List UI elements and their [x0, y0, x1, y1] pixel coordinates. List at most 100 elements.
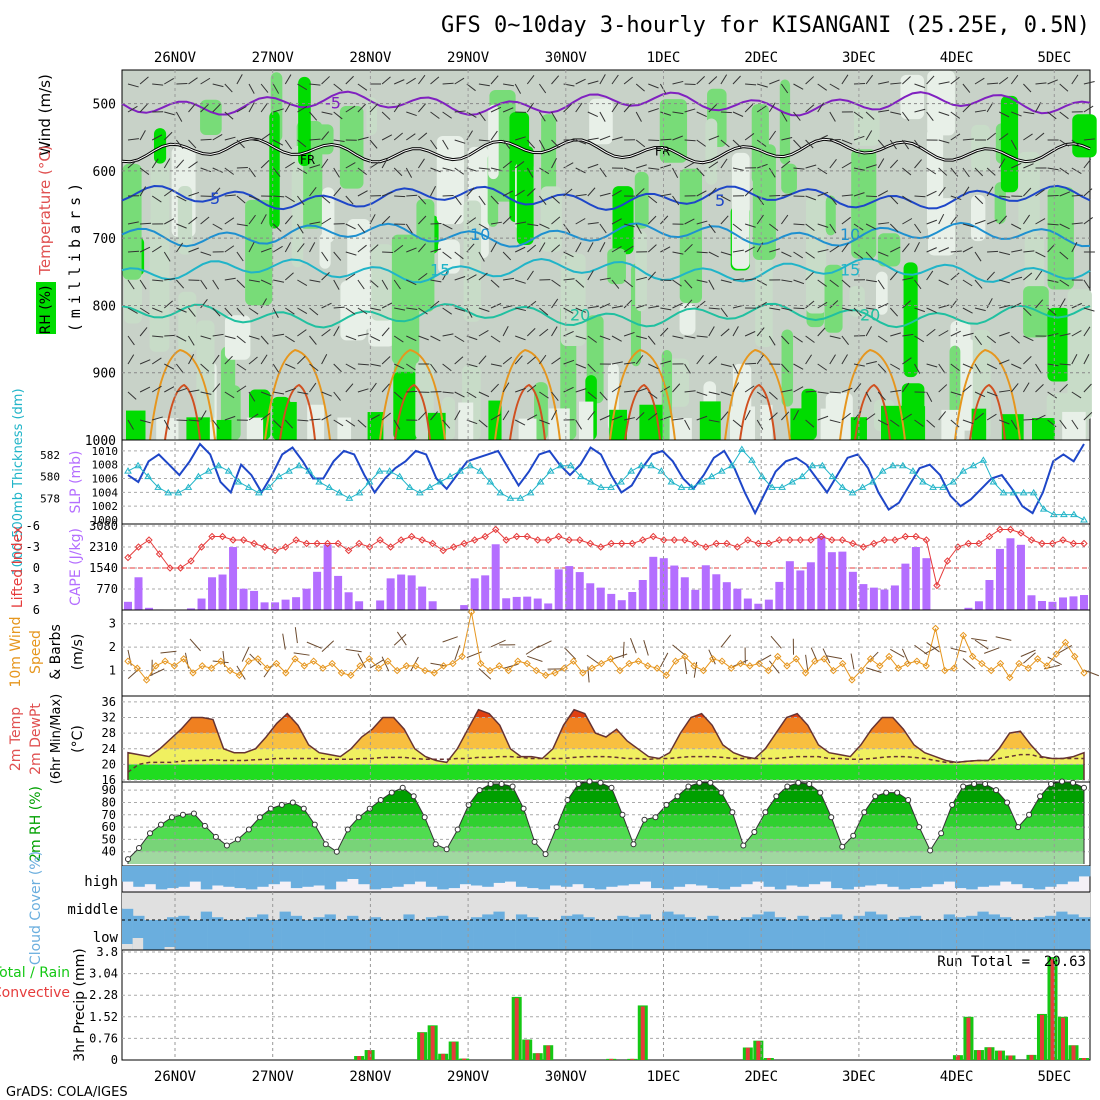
upper-wind-barb [188, 161, 198, 169]
cloud-high-bar [324, 866, 337, 890]
wind10m-point [514, 657, 522, 665]
upper-wind-barb [490, 195, 499, 205]
cloud-low-bar [270, 920, 282, 950]
rh-shade-cell [366, 97, 377, 135]
li-point [386, 543, 395, 551]
precip-convective-bar [514, 998, 519, 1060]
upper-wind-barb [768, 412, 778, 421]
upper-wind-barb [914, 108, 926, 113]
upper-wind-barb [660, 164, 672, 169]
upper-wind-barb [611, 335, 622, 342]
upper-wind-barb [200, 410, 207, 421]
rh2m-point [366, 805, 373, 812]
li-point [1080, 539, 1088, 548]
upper-wind-barb [478, 111, 486, 122]
cloud-low-bar [132, 938, 144, 950]
upper-wind-barb [986, 298, 993, 309]
cloud-low-bar [281, 920, 293, 950]
cloud-low-bar [994, 920, 1006, 950]
upper-wind-barb [1071, 222, 1083, 225]
upper-wind-barb [260, 354, 268, 365]
precip-tick-0.76: 0.76 [89, 1031, 118, 1045]
upper-wind-barb [503, 277, 515, 281]
upper-wind-barb [309, 382, 317, 393]
upper-wind-barb [502, 139, 511, 150]
cloud-high-bar [425, 866, 438, 887]
upper-wind-barb [865, 130, 873, 141]
upper-wind-barb [914, 195, 926, 198]
upper-wind-barb [732, 278, 744, 281]
wind10m-speed-series [124, 608, 1088, 684]
upper-wind-barb [986, 391, 998, 397]
cloud-low-bar [302, 920, 314, 950]
cloud-high-bar [797, 866, 809, 887]
upper-wind-barb [781, 137, 793, 141]
upper-wind-barb [865, 391, 872, 403]
upper-wind-barb [914, 335, 925, 343]
thickness-point [707, 472, 716, 480]
cape-bar [470, 578, 479, 610]
upper-wind-barb [224, 335, 236, 340]
slp-line [127, 442, 1085, 516]
upper-wind-barb [805, 354, 813, 365]
cloud-middle-bar [358, 892, 370, 920]
upper-wind-barb [768, 130, 777, 141]
upper-wind-barb [418, 132, 428, 141]
thickness-point [134, 461, 142, 469]
li-point [250, 539, 258, 548]
upper-wind-barb [756, 279, 768, 286]
cloud-level-middle: middle [67, 902, 118, 918]
cloud-middle-bar [673, 914, 686, 920]
rh2m-ylabel: 2m RH (%) [28, 786, 44, 862]
upper-wind-barb [200, 299, 208, 309]
upper-wind-barb [272, 223, 282, 232]
upper-wind-barb [321, 131, 330, 141]
precip-convective-bar [955, 1055, 960, 1060]
upper-wind-barb [503, 83, 515, 87]
precip-convective-bar [756, 1041, 761, 1060]
cloud-high-bar [527, 866, 539, 889]
thickness-point [204, 467, 213, 474]
upper-wind-barb [999, 279, 1010, 284]
upper-wind-barb [164, 334, 176, 337]
upper-wind-barb [1011, 162, 1022, 169]
upper-wind-barb [999, 251, 1011, 256]
upper-wind-barb [684, 162, 695, 169]
upper-wind-barb [1035, 414, 1046, 421]
bottom-date-label-30nov: 30NOV [545, 1069, 588, 1085]
upper-air-ylabel-rh: RH (%) [38, 286, 54, 335]
li-point [943, 557, 952, 565]
upper-wind-barb [478, 272, 488, 281]
rh2m-point [388, 789, 395, 796]
upper-wind-barb [1047, 391, 1058, 399]
cloud-low-bar [1079, 920, 1091, 950]
upper-wind-barb [817, 223, 829, 228]
cloud-high-bar [752, 866, 764, 882]
cape-bar [701, 565, 710, 610]
upper-wind-barb [454, 276, 466, 281]
rh-band [128, 851, 1084, 864]
upper-wind-barb [381, 327, 390, 337]
cloud-low-bar [930, 920, 942, 950]
upper-wind-barb [890, 246, 901, 253]
upper-wind-barb [188, 139, 197, 149]
upper-wind-barb [611, 415, 623, 421]
cloud-middle-bar [932, 892, 944, 920]
li-point [302, 539, 311, 548]
upper-wind-barb [805, 419, 815, 428]
upper-wind-barb [1059, 83, 1069, 92]
rh-shade-cell [994, 182, 1006, 224]
upper-wind-barb [224, 111, 234, 120]
rh2m-point [553, 824, 560, 831]
upper-wind-barb [490, 106, 502, 113]
cape-bar [565, 566, 574, 610]
cloud-low-bar [473, 920, 484, 950]
rh-shade-cell [463, 200, 482, 322]
li-point [786, 536, 794, 544]
upper-wind-barb [152, 83, 164, 86]
cloud-middle-bar [583, 917, 596, 920]
upper-wind-barb [248, 214, 256, 225]
rh2m-point [223, 842, 230, 849]
cloud-high-bar [583, 866, 596, 889]
